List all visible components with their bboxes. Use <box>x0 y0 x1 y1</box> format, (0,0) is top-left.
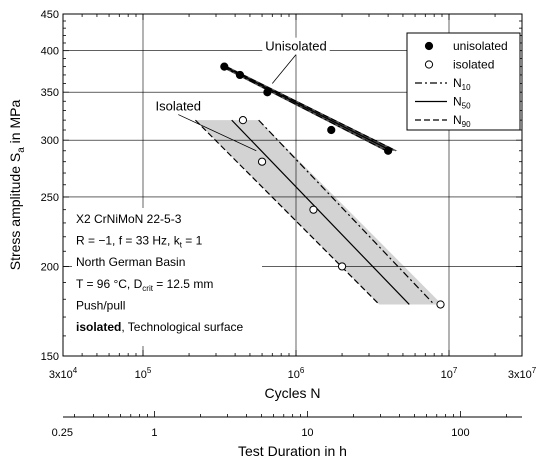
legend-label-sub: 50 <box>462 102 471 111</box>
annotation-bg-isolated <box>152 97 205 115</box>
data-points <box>220 62 445 309</box>
info-line-part: Push/pull <box>76 298 125 312</box>
info-line: T = 96 °C, Dcrit = 12.5 mm <box>76 277 213 293</box>
secondary-axis: 0.25 1 10 100 <box>52 411 522 439</box>
legend-label-main: isolated <box>453 58 494 72</box>
x-tick-label: 106 <box>288 366 305 381</box>
info-textbox: X2 CrNiMoN 22-5-3 R = −1, f = 33 Hz, kt =… <box>72 208 262 346</box>
scatter-band-isolated <box>195 120 442 305</box>
x-tick-label-base: 10 <box>441 369 453 381</box>
info-line: isolated, Technological surface <box>76 320 244 334</box>
annotation-unisolated: Unisolated <box>265 39 326 54</box>
info-line-sub: t <box>180 241 183 250</box>
x-tick-label: 107 <box>441 366 458 381</box>
legend-label: unisolated <box>453 39 508 53</box>
data-point-isolated <box>337 262 347 271</box>
legend-label: N50 <box>453 95 471 111</box>
legend-label-sub: 90 <box>462 120 471 129</box>
regression-line-isolated-n10 <box>258 119 435 305</box>
legend-label-sub: 10 <box>462 83 471 92</box>
info-line-part: = 12.5 mm <box>153 277 213 291</box>
x-tick-label-base: 10 <box>288 369 300 381</box>
data-point-isolated <box>309 205 318 214</box>
x-tick-label-base: 10 <box>135 369 147 381</box>
data-point-unisolated <box>263 88 272 97</box>
info-line-part: X2 CrNiMoN 22-5-3 <box>76 212 182 226</box>
y-axis-ticks: 150 200 250 300 350 400 450 <box>41 9 522 363</box>
data-point-unisolated <box>220 62 229 71</box>
y-axis-label-sub: a <box>16 147 27 153</box>
x-tick-label-exp: 4 <box>73 366 78 375</box>
legend-marker-isolated <box>424 60 434 69</box>
y-tick-label: 200 <box>41 261 59 273</box>
secondary-tick-label: 1 <box>151 427 157 439</box>
x-tick-label-base: 3x10 <box>49 369 73 381</box>
x-tick-label-exp: 7 <box>453 366 458 375</box>
x-tick-label-exp: 6 <box>300 366 305 375</box>
annotations: Unisolated Isolated <box>152 37 330 152</box>
info-line-part: , Technological surface <box>121 320 243 334</box>
data-point-unisolated <box>235 70 245 80</box>
y-tick-label: 300 <box>41 135 59 147</box>
data-point-unisolated <box>384 146 393 155</box>
y-tick-label: 400 <box>41 46 59 58</box>
info-line: Push/pull <box>76 298 125 312</box>
data-point-isolated <box>436 300 445 309</box>
secondary-axis-label: Test Duration in h <box>238 443 347 459</box>
info-line-part: = 1 <box>182 234 203 248</box>
legend-label-main: N <box>453 113 462 127</box>
info-textbox-bg <box>72 208 262 346</box>
y-axis-label: Stress amplitude Sa in MPa <box>7 100 27 271</box>
legend-label-main: unisolated <box>453 39 508 53</box>
data-point-isolated <box>238 116 248 125</box>
x-tick-label: 3x107 <box>508 366 537 381</box>
x-tick-label-base: 3x10 <box>508 369 532 381</box>
legend-label-main: N <box>453 95 462 109</box>
x-tick-label: 3x104 <box>49 366 78 381</box>
secondary-tick-label: 10 <box>301 427 313 439</box>
annotation-isolated: Isolated <box>155 99 201 114</box>
data-point-isolated <box>257 157 267 166</box>
info-line: North German Basin <box>76 255 185 269</box>
info-line: R = −1, f = 33 Hz, kt = 1 <box>76 234 203 250</box>
legend-label-main: N <box>453 76 462 90</box>
regression-line-unisolated-n10 <box>222 66 387 152</box>
y-tick-label: 450 <box>41 9 59 21</box>
x-axis-ticks: 3x104 105 106 107 3x107 <box>49 14 537 381</box>
regression-line-isolated-n90 <box>194 119 380 305</box>
secondary-tick-label: 100 <box>451 427 469 439</box>
x-axis-label: Cycles N <box>264 385 320 401</box>
info-line-part: isolated <box>76 320 121 334</box>
annotation-bg-unisolated <box>262 37 330 55</box>
legend-marker-unisolated <box>424 41 434 51</box>
info-line: X2 CrNiMoN 22-5-3 <box>76 212 182 226</box>
legend-label: isolated <box>453 58 494 72</box>
legend-box <box>406 32 521 131</box>
y-tick-label: 150 <box>41 351 59 363</box>
y-tick-label: 250 <box>41 192 59 204</box>
info-line-sub: crit <box>142 284 153 293</box>
annotation-leader-isolated <box>178 114 257 152</box>
legend-label: N90 <box>453 113 471 129</box>
data-point-unisolated <box>327 125 336 135</box>
secondary-tick-label: 0.25 <box>52 427 73 439</box>
y-axis-label-main: Stress amplitude S <box>7 153 23 271</box>
regression-line-isolated-n50 <box>231 119 410 305</box>
annotation-leader-unisolated <box>271 54 297 84</box>
regression-lines <box>194 66 435 305</box>
info-line-part: T = 96 °C, D <box>76 277 143 291</box>
x-tick-label-exp: 7 <box>532 366 537 375</box>
info-line-part: R = −1, f = 33 Hz, k <box>76 234 181 248</box>
y-tick-label: 350 <box>41 87 59 99</box>
regression-line-unisolated-n50 <box>224 66 392 152</box>
info-line-part: North German Basin <box>76 255 185 269</box>
x-tick-label-exp: 5 <box>147 366 152 375</box>
regression-line-unisolated-n90 <box>225 66 397 152</box>
legend-label: N10 <box>453 76 471 92</box>
y-axis-label-tail: in MPa <box>7 100 23 148</box>
x-tick-label: 105 <box>135 366 152 381</box>
